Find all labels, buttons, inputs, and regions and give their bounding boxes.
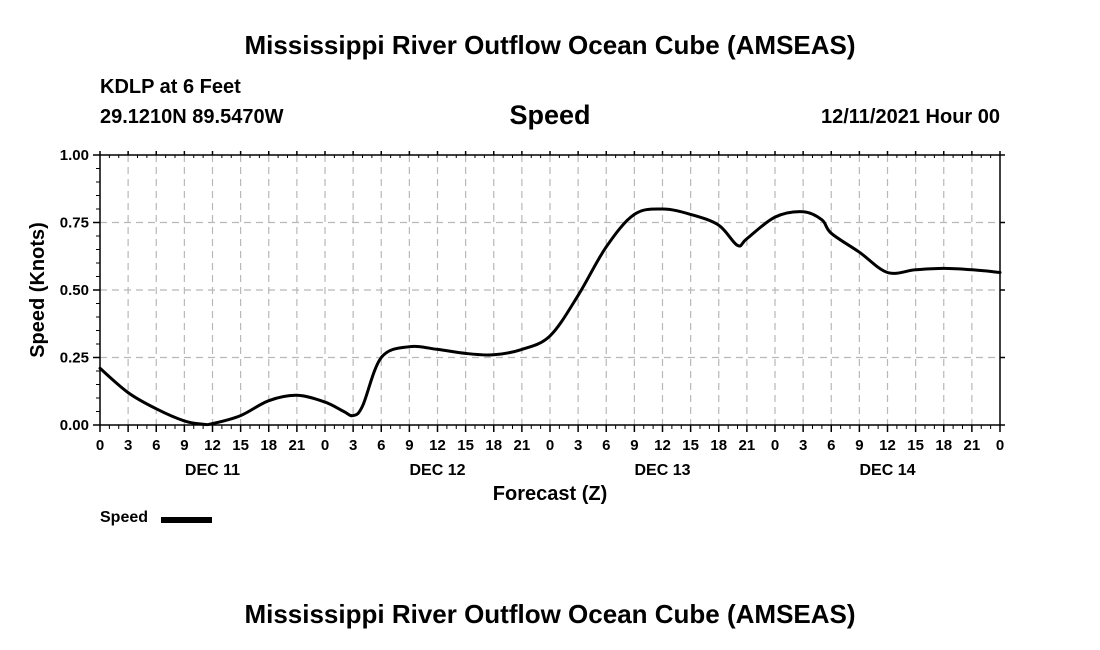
- x-tick-label: 12: [879, 437, 896, 454]
- legend-swatch: [161, 517, 212, 523]
- chart-title: Mississippi River Outflow Ocean Cube (AM…: [244, 30, 856, 60]
- speed-series-line: [98, 207, 1002, 427]
- x-tick-label: 15: [907, 437, 924, 454]
- x-tick-label: 21: [739, 437, 756, 454]
- x-tick-label: 6: [827, 437, 835, 454]
- x-tick-label: 9: [405, 437, 413, 454]
- x-tick-label: 18: [260, 437, 277, 454]
- x-tick-label: 0: [546, 437, 554, 454]
- y-tick-labels: 0.00 0.25 0.50 0.75 1.00: [60, 147, 89, 434]
- day-label: DEC 12: [409, 462, 465, 479]
- x-tick-label: 0: [771, 437, 779, 454]
- x-tick-label: 12: [204, 437, 221, 454]
- y-tick-label: 0.50: [60, 282, 89, 299]
- axis-ticks: [93, 151, 1005, 432]
- x-tick-label: 15: [682, 437, 699, 454]
- x-tick-label: 6: [152, 437, 160, 454]
- x-tick-label: 21: [514, 437, 531, 454]
- x-tick-label: 9: [180, 437, 188, 454]
- x-tick-label: 12: [429, 437, 446, 454]
- y-tick-label: 1.00: [60, 147, 89, 164]
- x-tick-label: 21: [964, 437, 981, 454]
- x-tick-label: 18: [710, 437, 727, 454]
- parameter-title: Speed: [509, 100, 591, 130]
- x-tick-label: 6: [602, 437, 610, 454]
- station-label: KDLP at 6 Feet: [100, 76, 241, 98]
- day-labels: DEC 11 DEC 12 DEC 13 DEC 14: [185, 462, 916, 479]
- day-label: DEC 11: [185, 462, 240, 479]
- x-tick-label: 18: [485, 437, 502, 454]
- y-tick-label: 0.00: [60, 417, 89, 434]
- x-axis-label: Forecast (Z): [493, 483, 607, 505]
- y-tick-label: 0.25: [60, 350, 89, 367]
- x-tick-label: 3: [349, 437, 357, 454]
- forecast-datetime: 12/11/2021 Hour 00: [820, 106, 1000, 128]
- x-tick-label: 9: [855, 437, 863, 454]
- x-tick-label: 0: [996, 437, 1004, 454]
- speed-chart: 0.00 0.25 0.50 0.75 1.00 0 3 6 9 12 15 18 21 0 3 6 9 12 1…: [27, 147, 1005, 505]
- y-axis-label: Speed (Knots): [27, 222, 49, 358]
- x-tick-label: 3: [574, 437, 582, 454]
- grid-lines: [100, 155, 1000, 425]
- footer-title: Mississippi River Outflow Ocean Cube (AM…: [244, 599, 856, 629]
- x-tick-label: 15: [457, 437, 474, 454]
- x-tick-label: 21: [289, 437, 306, 454]
- x-tick-label: 3: [124, 437, 132, 454]
- x-tick-label: 6: [377, 437, 385, 454]
- x-tick-labels: 0 3 6 9 12 15 18 21 0 3 6 9 12 15 18 21 0 3 6 9 12 15 18 21 0 3 6 9…: [96, 437, 1004, 454]
- x-tick-label: 0: [96, 437, 104, 454]
- day-label: DEC 14: [859, 462, 915, 479]
- x-tick-label: 18: [935, 437, 952, 454]
- x-tick-label: 9: [630, 437, 638, 454]
- day-label: DEC 13: [634, 462, 690, 479]
- x-tick-label: 0: [321, 437, 329, 454]
- x-tick-label: 12: [654, 437, 671, 454]
- x-tick-label: 15: [232, 437, 249, 454]
- coordinates-label: 29.1210N 89.5470W: [100, 106, 284, 128]
- y-tick-label: 0.75: [60, 215, 89, 232]
- x-tick-label: 3: [799, 437, 807, 454]
- legend-label: Speed: [100, 509, 149, 526]
